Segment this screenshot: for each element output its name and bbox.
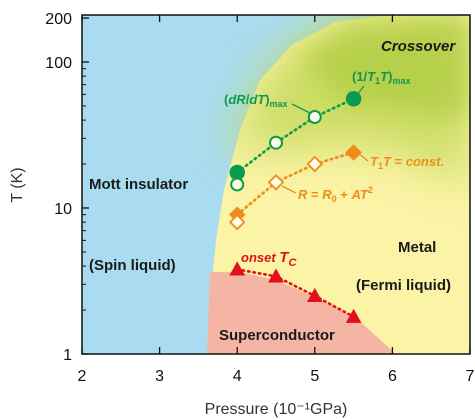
metal-label: Metal <box>398 239 436 256</box>
point-filled-triangle <box>345 308 362 323</box>
series-connector <box>235 268 355 319</box>
series-layer <box>228 91 362 323</box>
point-filled-triangle <box>229 261 246 276</box>
plot-frame <box>81 14 471 355</box>
x-tick-label: 6 <box>388 368 397 385</box>
resistivity-label: R = R0 + AT2 <box>298 185 373 204</box>
t1t-const-leader <box>357 152 369 162</box>
onset-tc-label: onset TC <box>241 249 297 269</box>
x-axis-title: Pressure (10⁻¹GPa) <box>205 401 348 418</box>
x-tick-label: 7 <box>466 368 475 385</box>
series-connector <box>235 151 355 216</box>
drdt-max-leader <box>291 103 311 114</box>
x-tick-label: 2 <box>78 368 87 385</box>
point-filled-circle <box>345 91 362 107</box>
superconductor-label: Superconductor <box>219 327 335 344</box>
y-tick-label: 100 <box>45 55 72 72</box>
resistivity-leader <box>281 185 297 194</box>
axes: 2 3 4 5 6 7 1 10 100 200 <box>45 11 474 385</box>
phase-regions <box>82 15 470 354</box>
t1t-max-leader <box>356 85 365 96</box>
y-tick-label: 200 <box>45 11 72 28</box>
point-open-diamond <box>306 155 324 173</box>
point-open-diamond <box>267 174 285 191</box>
point-open-circle <box>230 177 245 192</box>
t1t-const-label: T1T = const. <box>370 154 444 171</box>
mott-label: Mott insulator <box>89 176 188 193</box>
point-filled-circle <box>229 164 245 181</box>
x-tick-label: 5 <box>310 368 319 385</box>
y-axis-title: T (K) <box>9 167 26 202</box>
superconductor-region <box>207 272 396 354</box>
point-filled-diamond <box>345 144 362 161</box>
fermi-liquid-label: (Fermi liquid) <box>356 277 451 294</box>
point-open-diamond <box>228 213 246 231</box>
crossover-label: Crossover <box>381 38 456 55</box>
point-open-circle <box>269 135 283 150</box>
region-labels: Crossover Mott insulator (Spin liquid) M… <box>89 38 456 344</box>
crossover-core <box>300 15 470 120</box>
series-connector <box>235 97 355 174</box>
label-leaders <box>281 85 369 194</box>
y-tick-label: 10 <box>54 201 72 218</box>
spin-liquid-label: (Spin liquid) <box>89 257 176 274</box>
point-open-circle <box>307 110 322 125</box>
x-tick-label: 3 <box>155 368 164 385</box>
point-filled-triangle <box>268 268 284 283</box>
x-tick-label: 4 <box>233 368 242 385</box>
point-filled-triangle <box>306 287 323 303</box>
y-tick-label: 1 <box>63 347 72 364</box>
